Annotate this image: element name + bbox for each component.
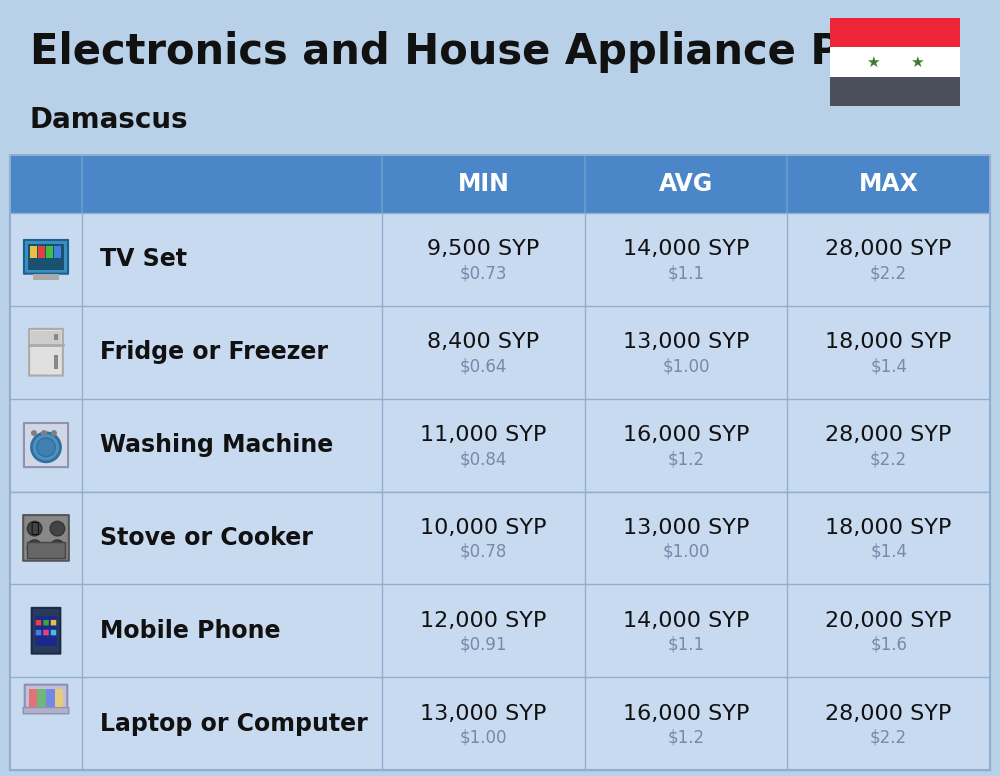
Text: $1.00: $1.00	[460, 729, 507, 747]
FancyBboxPatch shape	[24, 240, 68, 274]
Bar	[31, 331, 61, 345]
FancyBboxPatch shape	[32, 608, 60, 653]
Circle shape	[31, 433, 61, 462]
Circle shape	[41, 430, 47, 436]
FancyBboxPatch shape	[24, 423, 68, 467]
Bar	[10, 677, 990, 770]
FancyBboxPatch shape	[43, 620, 49, 625]
Text: 14,000 SYP: 14,000 SYP	[623, 240, 749, 259]
Text: 14,000 SYP: 14,000 SYP	[623, 611, 749, 631]
Text: Damascus: Damascus	[30, 106, 189, 134]
Bar	[10, 399, 990, 491]
Text: 20,000 SYP: 20,000 SYP	[825, 611, 952, 631]
Text: Laptop or Computer: Laptop or Computer	[100, 712, 368, 736]
FancyBboxPatch shape	[36, 630, 41, 636]
Text: 16,000 SYP: 16,000 SYP	[623, 425, 749, 445]
Text: $1.4: $1.4	[870, 543, 907, 561]
Bar	[27, 542, 65, 559]
Text: TV Set: TV Set	[100, 248, 187, 272]
Bar	[35, 616, 57, 646]
Text: 13,000 SYP: 13,000 SYP	[623, 518, 749, 538]
Bar	[46, 689, 55, 707]
FancyBboxPatch shape	[51, 620, 56, 625]
Text: $1.2: $1.2	[667, 729, 705, 747]
Text: 12,000 SYP: 12,000 SYP	[420, 611, 547, 631]
Circle shape	[37, 438, 55, 456]
Text: Stove or Cooker: Stove or Cooker	[100, 526, 313, 550]
Text: 28,000 SYP: 28,000 SYP	[825, 425, 952, 445]
Text: 11,000 SYP: 11,000 SYP	[420, 425, 547, 445]
FancyBboxPatch shape	[25, 684, 67, 711]
Bar	[54, 334, 58, 341]
Text: $1.00: $1.00	[662, 357, 710, 376]
Text: $0.84: $0.84	[460, 450, 507, 468]
Circle shape	[31, 430, 37, 436]
Bar	[28, 244, 64, 270]
Text: 9,500 SYP: 9,500 SYP	[427, 240, 539, 259]
Text: $1.4: $1.4	[870, 357, 907, 376]
Bar	[10, 306, 990, 399]
Text: MAX: MAX	[859, 172, 919, 196]
FancyBboxPatch shape	[51, 630, 56, 636]
Text: $1.1: $1.1	[667, 636, 705, 653]
Text: $0.78: $0.78	[460, 543, 507, 561]
Text: 18,000 SYP: 18,000 SYP	[825, 332, 952, 352]
Bar	[830, 18, 960, 47]
Text: 18,000 SYP: 18,000 SYP	[825, 518, 952, 538]
Bar	[46, 246, 53, 258]
Bar	[54, 355, 58, 369]
Bar	[830, 47, 960, 77]
Text: 8,400 SYP: 8,400 SYP	[427, 332, 539, 352]
FancyBboxPatch shape	[43, 630, 49, 636]
Text: ★: ★	[866, 54, 880, 70]
Text: MIN: MIN	[457, 172, 509, 196]
Text: $0.64: $0.64	[460, 357, 507, 376]
Bar	[54, 246, 61, 258]
Text: Electronics and House Appliance Prices: Electronics and House Appliance Prices	[30, 31, 953, 73]
Text: $2.2: $2.2	[870, 265, 907, 282]
Text: ★: ★	[910, 54, 924, 70]
Text: $1.6: $1.6	[870, 636, 907, 653]
Bar	[10, 213, 990, 306]
Text: Mobile Phone: Mobile Phone	[100, 618, 280, 643]
Bar	[10, 155, 990, 770]
Text: $1.1: $1.1	[667, 265, 705, 282]
Text: 16,000 SYP: 16,000 SYP	[623, 704, 749, 723]
Bar	[10, 584, 990, 677]
Text: 28,000 SYP: 28,000 SYP	[825, 704, 952, 723]
Circle shape	[51, 430, 57, 436]
Text: 13,000 SYP: 13,000 SYP	[623, 332, 749, 352]
Bar	[33, 274, 59, 280]
Bar	[29, 689, 37, 707]
Bar	[38, 246, 45, 258]
Bar	[30, 246, 37, 258]
Circle shape	[50, 521, 65, 536]
FancyBboxPatch shape	[23, 515, 69, 561]
Bar	[830, 77, 960, 106]
Circle shape	[50, 540, 65, 555]
Text: $0.73: $0.73	[460, 265, 507, 282]
Text: $2.2: $2.2	[870, 729, 907, 747]
Text: Fridge or Freezer: Fridge or Freezer	[100, 340, 328, 364]
FancyBboxPatch shape	[36, 620, 41, 625]
FancyBboxPatch shape	[23, 708, 69, 714]
Text: Washing Machine: Washing Machine	[100, 433, 333, 457]
Text: 13,000 SYP: 13,000 SYP	[420, 704, 547, 723]
Text: $1.2: $1.2	[667, 450, 705, 468]
Bar	[55, 689, 63, 707]
Text: 10,000 SYP: 10,000 SYP	[420, 518, 547, 538]
Text: 28,000 SYP: 28,000 SYP	[825, 240, 952, 259]
Text: $0.91: $0.91	[460, 636, 507, 653]
Text: 🔥: 🔥	[30, 521, 39, 535]
Text: AVG: AVG	[659, 172, 713, 196]
Bar	[37, 689, 46, 707]
FancyBboxPatch shape	[29, 329, 63, 376]
Text: $1.00: $1.00	[662, 543, 710, 561]
Circle shape	[27, 540, 42, 555]
Bar	[10, 155, 990, 213]
Bar	[10, 491, 990, 584]
Circle shape	[27, 521, 42, 536]
Text: $2.2: $2.2	[870, 450, 907, 468]
Bar	[29, 689, 63, 707]
